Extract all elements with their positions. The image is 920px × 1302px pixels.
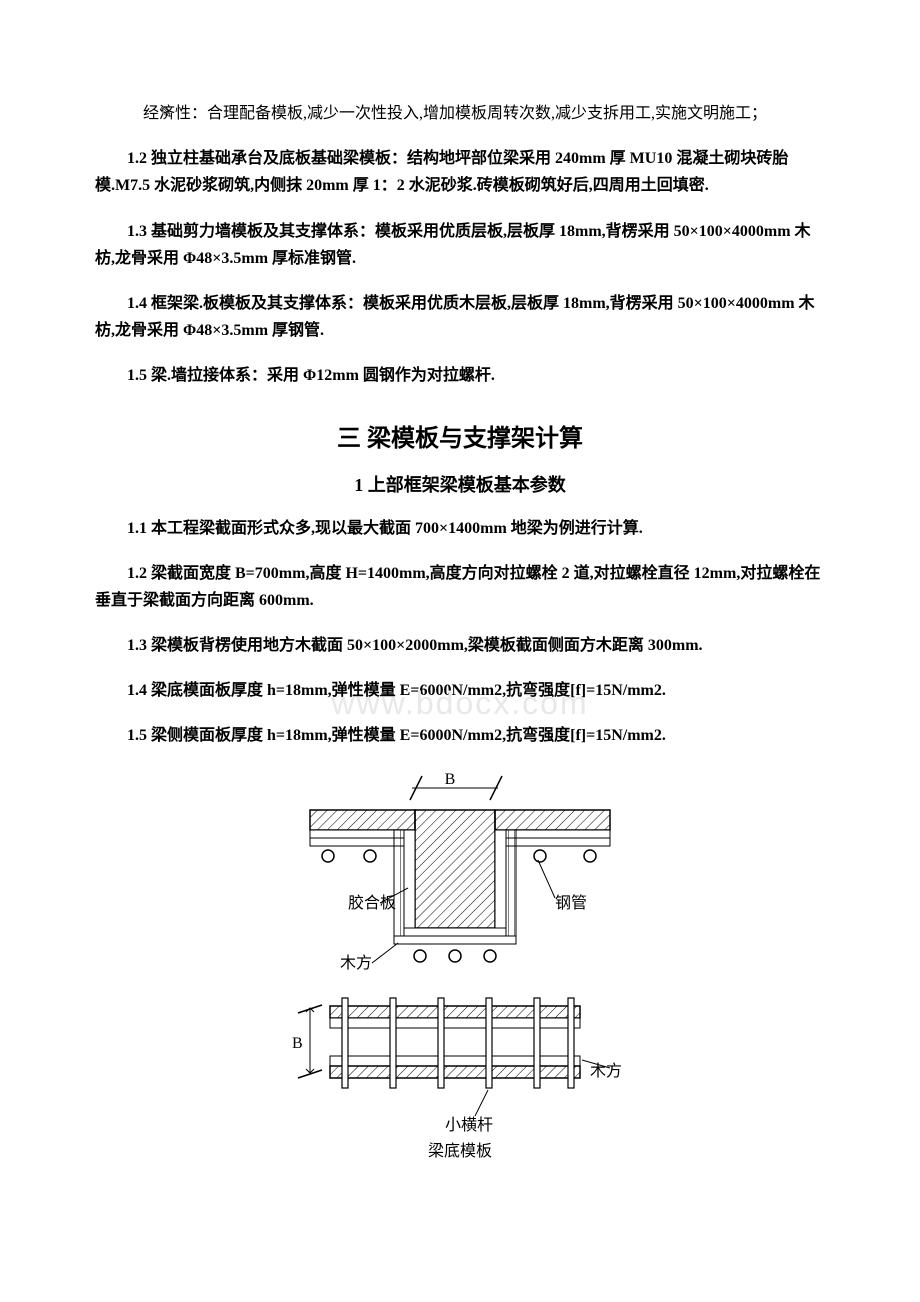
paragraph-1-4: 1.4 框架梁.板模板及其支撑体系：模板采用优质木层板,层板厚 18mm,背楞采…: [95, 290, 825, 344]
paragraph-s1-1: 1.1 本工程梁截面形式众多,现以最大截面 700×1400mm 地梁为例进行计…: [95, 515, 825, 542]
paragraph-s1-4: 1.4 梁底模面板厚度 h=18mm,弹性模量 E=6000N/mm2,抗弯强度…: [95, 677, 825, 704]
dimension-left-B: B: [292, 1005, 322, 1078]
dim-label-top-B: B: [445, 771, 456, 788]
label-wood-square-2: 木方: [590, 1062, 622, 1080]
diagram-container: B: [95, 768, 825, 1168]
label-small-cross: 小横杆: [445, 1116, 493, 1134]
paragraph-1-2: 1.2 独立柱基础承台及底板基础梁模板：结构地坪部位梁采用 240mm 厚 MU…: [95, 145, 825, 199]
heading-sub-1: 1 上部框架梁模板基本参数: [95, 471, 825, 497]
dimension-top-B: B: [410, 771, 502, 800]
lower-plan: 木方 小横杆: [330, 998, 622, 1134]
upper-section: 胶合板 钢管 木方: [310, 810, 610, 972]
paragraph-1-3: 1.3 基础剪力墙模板及其支撑体系：模板采用优质层板,层板厚 18mm,背楞采用…: [95, 218, 825, 272]
label-steel-pipe: 钢管: [555, 894, 587, 912]
paragraph-s1-5: 1.5 梁侧模面板厚度 h=18mm,弹性模量 E=6000N/mm2,抗弯强度…: [95, 722, 825, 749]
paragraph-s1-3: 1.3 梁模板背楞使用地方木截面 50×100×2000mm,梁模板截面侧面方木…: [95, 632, 825, 659]
dim-label-left-B: B: [292, 1035, 303, 1052]
heading-section-3: 三 梁模板与支撑架计算: [95, 418, 825, 453]
paragraph-s1-2: 1.2 梁截面宽度 B=700mm,高度 H=1400mm,高度方向对拉螺栓 2…: [95, 560, 825, 614]
beam-formwork-diagram: B: [280, 768, 640, 1168]
pencil-icon: ✎: [127, 100, 141, 127]
label-wood-square-1: 木方: [340, 954, 372, 972]
diagram-caption: 梁底模板: [428, 1142, 492, 1160]
intro-text: 经济性：合理配备模板,减少一次性投入,增加模板周转次数,减少支拆用工,实施文明施…: [143, 105, 767, 122]
label-plywood: 胶合板: [348, 894, 396, 912]
paragraph-1-5: 1.5 梁.墙拉接体系：采用 Φ12mm 圆钢作为对拉螺杆.: [95, 362, 825, 389]
paragraph-intro: ✎经济性：合理配备模板,减少一次性投入,增加模板周转次数,减少支拆用工,实施文明…: [95, 100, 825, 127]
